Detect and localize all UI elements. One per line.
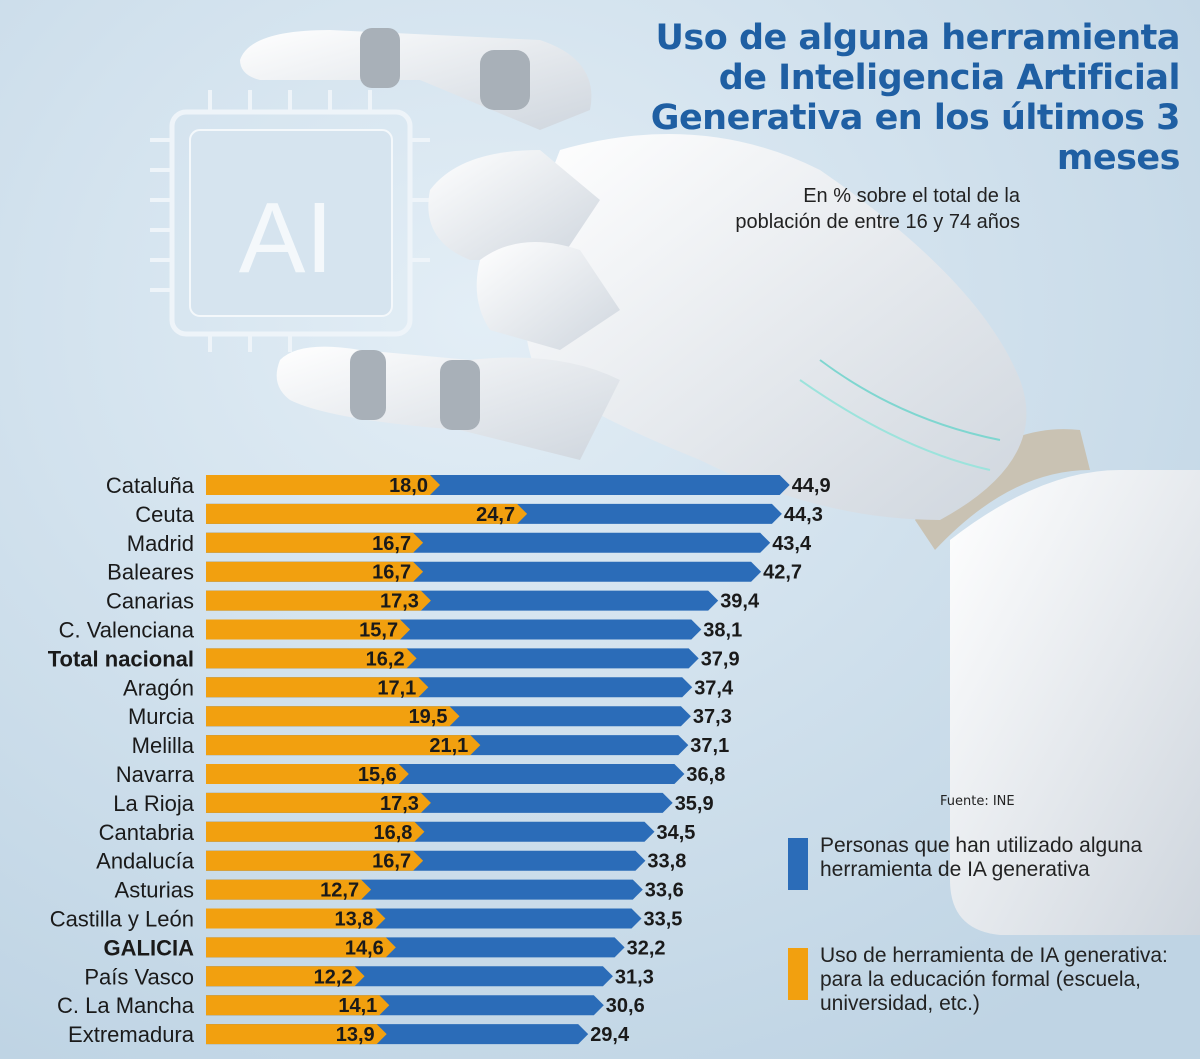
category-label: Melilla xyxy=(132,733,195,758)
category-label: Andalucía xyxy=(96,849,195,874)
bar-orange xyxy=(206,503,528,524)
value-label-blue: 37,9 xyxy=(701,648,740,670)
category-label: GALICIA xyxy=(104,935,195,960)
category-label: La Rioja xyxy=(113,791,194,816)
ai-chip-label: AI xyxy=(239,182,333,294)
category-label: C. Valenciana xyxy=(59,618,195,643)
value-label-blue: 35,9 xyxy=(675,793,714,815)
value-label-orange: 13,8 xyxy=(334,909,373,931)
value-label-orange: 19,5 xyxy=(409,706,448,728)
category-label: Ceuta xyxy=(135,502,194,527)
value-label-orange: 18,0 xyxy=(389,475,428,497)
chart-title: Uso de alguna herramienta de Inteligenci… xyxy=(650,18,1181,178)
category-label: Cataluña xyxy=(106,473,195,498)
bar-orange xyxy=(206,966,365,987)
value-label-orange: 16,7 xyxy=(372,533,411,555)
bar-orange xyxy=(206,908,386,929)
value-label-orange: 12,7 xyxy=(320,880,359,902)
category-label: Extremadura xyxy=(68,1022,195,1047)
value-label-blue: 33,5 xyxy=(644,909,683,931)
bar-orange xyxy=(206,937,396,958)
category-label: Madrid xyxy=(127,531,194,556)
bar-orange xyxy=(206,850,424,871)
value-label-blue: 37,3 xyxy=(693,706,732,728)
value-label-orange: 17,1 xyxy=(377,677,416,699)
bar-orange xyxy=(206,648,417,669)
category-label: Total nacional xyxy=(48,646,194,671)
value-label-blue: 37,4 xyxy=(694,677,734,699)
value-label-blue: 39,4 xyxy=(720,591,760,613)
bar-orange xyxy=(206,590,431,611)
bar-orange xyxy=(206,879,372,900)
category-label: Murcia xyxy=(128,704,195,729)
bar-orange xyxy=(206,1024,387,1045)
value-label-blue: 42,7 xyxy=(763,562,802,584)
category-label: Asturias xyxy=(115,878,194,903)
bar-orange xyxy=(206,619,411,640)
bar-orange xyxy=(206,735,481,756)
value-label-blue: 29,4 xyxy=(590,1024,630,1046)
bar-orange xyxy=(206,764,409,784)
value-label-orange: 17,3 xyxy=(380,793,419,815)
bar-orange xyxy=(206,561,424,582)
bar-orange xyxy=(206,792,431,813)
legend-label-blue: Personas que han utilizado alguna herram… xyxy=(820,834,1143,881)
value-label-orange: 17,3 xyxy=(380,591,419,613)
ai-chip-icon: AI xyxy=(150,90,430,352)
chart-subtitle: En % sobre el total de la población de e… xyxy=(735,185,1020,233)
value-label-blue: 30,6 xyxy=(606,995,645,1017)
value-label-blue: 44,9 xyxy=(792,475,831,497)
legend-item-blue: Personas que han utilizado alguna herram… xyxy=(788,834,1168,934)
bar-orange xyxy=(206,706,460,727)
value-label-orange: 12,2 xyxy=(314,966,353,988)
value-label-orange: 15,7 xyxy=(359,620,398,642)
category-label: Aragón xyxy=(123,675,194,700)
source-note: Fuente: INE xyxy=(940,794,1015,809)
value-label-orange: 16,7 xyxy=(372,562,411,584)
category-label: Baleares xyxy=(107,560,194,585)
value-label-blue: 31,3 xyxy=(615,966,654,988)
bar-orange xyxy=(206,677,429,698)
legend-label-orange: Uso de herramienta de IA generativa: par… xyxy=(820,944,1168,1015)
value-label-blue: 32,2 xyxy=(627,937,666,959)
value-label-blue: 33,6 xyxy=(645,880,684,902)
legend-item-orange: Uso de herramienta de IA generativa: par… xyxy=(788,944,1168,1054)
category-label: País Vasco xyxy=(84,964,194,989)
value-label-orange: 21,1 xyxy=(429,735,468,757)
category-label: Navarra xyxy=(116,762,195,787)
value-label-orange: 15,6 xyxy=(358,764,397,786)
bar-orange xyxy=(206,475,440,495)
value-label-orange: 16,2 xyxy=(366,648,405,670)
value-label-orange: 14,1 xyxy=(338,995,377,1017)
bar-orange xyxy=(206,995,390,1016)
category-label: C. La Mancha xyxy=(57,993,195,1018)
bar-orange xyxy=(206,532,424,553)
legend-swatch-blue xyxy=(788,838,808,890)
category-label: Canarias xyxy=(106,589,194,614)
value-label-blue: 33,8 xyxy=(647,851,686,873)
category-label: Castilla y León xyxy=(50,907,194,932)
value-label-blue: 37,1 xyxy=(690,735,729,757)
value-label-blue: 36,8 xyxy=(686,764,725,786)
value-label-orange: 16,7 xyxy=(372,851,411,873)
bar-orange xyxy=(206,821,425,842)
category-label: Cantabria xyxy=(99,820,195,845)
value-label-blue: 44,3 xyxy=(784,504,823,526)
value-label-blue: 43,4 xyxy=(772,533,812,555)
legend-swatch-orange xyxy=(788,948,808,1000)
value-label-blue: 38,1 xyxy=(703,620,742,642)
value-label-orange: 24,7 xyxy=(476,504,515,526)
value-label-orange: 14,6 xyxy=(345,937,384,959)
value-label-blue: 34,5 xyxy=(657,822,696,844)
value-label-orange: 16,8 xyxy=(373,822,412,844)
value-label-orange: 13,9 xyxy=(336,1024,375,1046)
